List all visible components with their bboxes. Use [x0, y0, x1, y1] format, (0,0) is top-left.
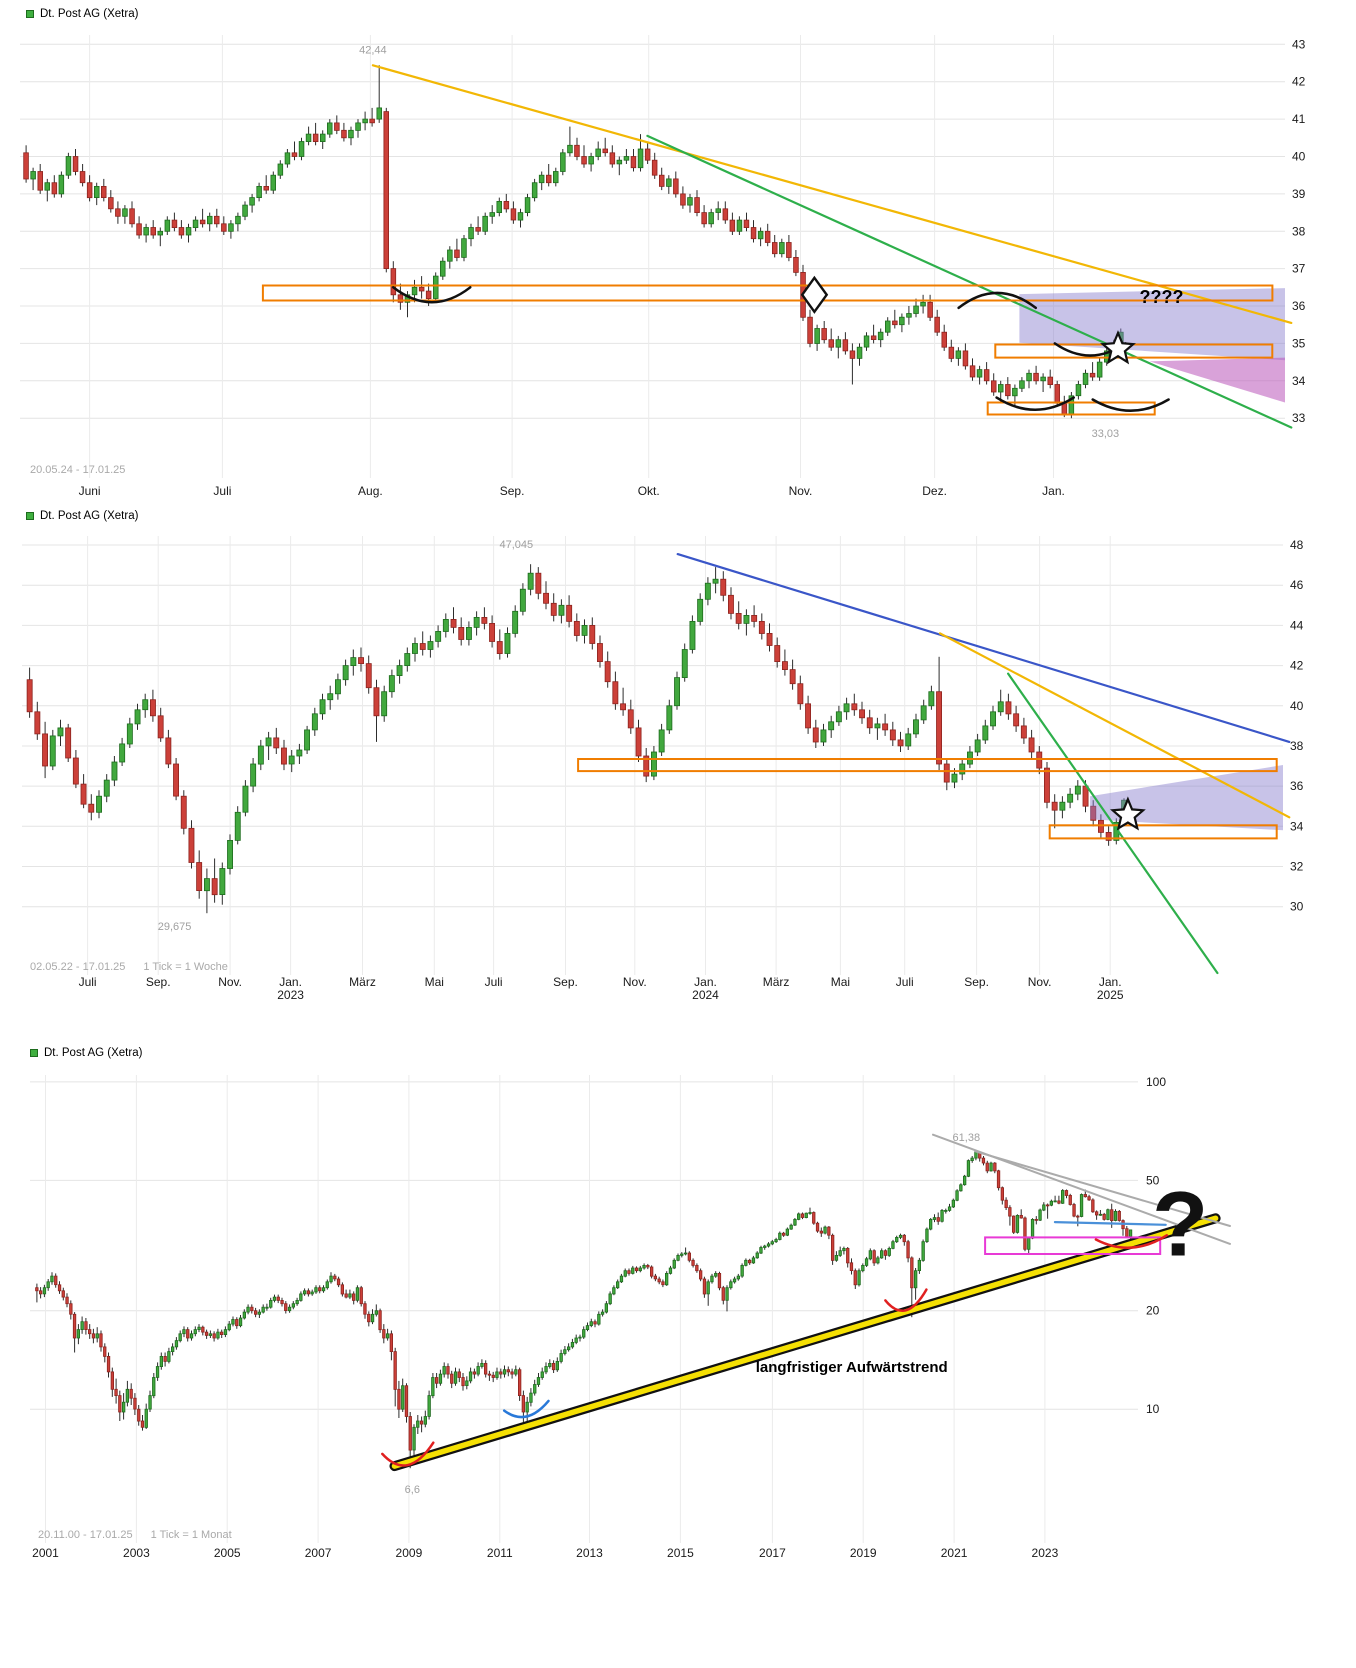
svg-text:42: 42: [1292, 75, 1306, 89]
svg-text:Okt.: Okt.: [638, 484, 660, 498]
svg-text:langfristiger Aufwärtstrend: langfristiger Aufwärtstrend: [756, 1359, 948, 1376]
svg-text:Mai: Mai: [425, 975, 444, 989]
svg-text:37: 37: [1292, 262, 1306, 276]
svg-text:35: 35: [1292, 336, 1306, 350]
date-range-label: 20.05.24 - 17.01.25: [30, 464, 143, 476]
svg-text:2025: 2025: [1097, 988, 1124, 1002]
svg-text:38: 38: [1292, 224, 1306, 238]
svg-text:Nov.: Nov.: [623, 975, 647, 989]
chart-title: Dt. Post AG (Xetra): [40, 510, 139, 522]
svg-text:38: 38: [1290, 739, 1304, 753]
svg-text:2023: 2023: [1032, 1546, 1059, 1560]
svg-text:42: 42: [1290, 659, 1304, 673]
svg-text:2017: 2017: [759, 1546, 786, 1560]
svg-text:34: 34: [1292, 374, 1306, 388]
svg-text:40: 40: [1292, 150, 1306, 164]
svg-text:März: März: [349, 975, 376, 989]
svg-text:2021: 2021: [941, 1546, 968, 1560]
svg-text:2001: 2001: [32, 1546, 59, 1560]
svg-text:40: 40: [1290, 699, 1304, 713]
svg-text:Juli: Juli: [79, 975, 97, 989]
svg-text:Dez.: Dez.: [922, 484, 947, 498]
svg-text:6,6: 6,6: [405, 1484, 420, 1496]
svg-text:????: ????: [1140, 287, 1184, 307]
svg-text:2011: 2011: [487, 1546, 513, 1560]
svg-text:2007: 2007: [305, 1546, 332, 1560]
chart-legend: Dt. Post AG (Xetra): [30, 1047, 142, 1059]
svg-text:2005: 2005: [214, 1546, 241, 1560]
svg-text:?: ?: [1152, 1173, 1208, 1275]
chart-title: Dt. Post AG (Xetra): [44, 1047, 143, 1059]
range-text: 02.05.22 - 17.01.25: [30, 961, 126, 973]
svg-text:Aug.: Aug.: [358, 484, 383, 498]
chart-panel-weekly: 30 32 34 36 38 40 42 44 46 48 Juli Sep. Nov. Jan. 2023…: [0, 500, 1356, 1035]
legend-marker-icon: [26, 10, 34, 18]
svg-text:Nov.: Nov.: [789, 484, 813, 498]
date-range-label: 02.05.22 - 17.01.25 1 Tick = 1 Woche: [30, 961, 228, 973]
svg-text:Sep.: Sep.: [146, 975, 171, 989]
svg-text:Sep.: Sep.: [500, 484, 525, 498]
svg-text:Juli: Juli: [213, 484, 231, 498]
svg-text:29,675: 29,675: [158, 921, 192, 933]
svg-text:2015: 2015: [667, 1546, 694, 1560]
svg-text:Mai: Mai: [831, 975, 850, 989]
svg-text:44: 44: [1290, 618, 1304, 632]
svg-text:2009: 2009: [396, 1546, 423, 1560]
svg-text:10: 10: [1146, 1402, 1160, 1416]
candlestick-chart-monthly: 10 20 50 100 2001 2003 2005 2007 2009 2011 2013 201…: [30, 1075, 1231, 1560]
chart-legend: Dt. Post AG (Xetra): [26, 8, 138, 20]
svg-text:Jan.: Jan.: [279, 975, 302, 989]
svg-text:Nov.: Nov.: [218, 975, 242, 989]
svg-text:2003: 2003: [123, 1546, 150, 1560]
svg-text:50: 50: [1146, 1173, 1160, 1187]
svg-text:Juli: Juli: [485, 975, 503, 989]
svg-text:61,38: 61,38: [953, 1132, 981, 1144]
svg-text:46: 46: [1290, 578, 1304, 592]
svg-text:Juli: Juli: [896, 975, 914, 989]
range-text: 20.11.00 - 17.01.25: [38, 1529, 133, 1541]
chart-legend: Dt. Post AG (Xetra): [26, 510, 138, 522]
svg-text:30: 30: [1290, 900, 1304, 914]
range-text: 20.05.24 - 17.01.25: [30, 464, 126, 476]
svg-text:33: 33: [1292, 411, 1306, 425]
svg-text:36: 36: [1290, 779, 1304, 793]
chart-panel-monthly: 10 20 50 100 2001 2003 2005 2007 2009 2011 2013 201…: [0, 1035, 1356, 1668]
svg-text:33,03: 33,03: [1092, 428, 1120, 440]
svg-text:42,44: 42,44: [359, 45, 387, 57]
svg-text:20: 20: [1146, 1304, 1160, 1318]
svg-text:43: 43: [1292, 37, 1306, 51]
svg-text:Sep.: Sep.: [964, 975, 989, 989]
svg-text:Jan.: Jan.: [1042, 484, 1065, 498]
svg-text:36: 36: [1292, 299, 1306, 313]
svg-text:Sep.: Sep.: [553, 975, 578, 989]
svg-text:34: 34: [1290, 819, 1304, 833]
legend-marker-icon: [30, 1049, 38, 1057]
chart-title: Dt. Post AG (Xetra): [40, 8, 139, 20]
tick-interval-text: 1 Tick = 1 Woche: [143, 961, 228, 973]
svg-text:39: 39: [1292, 187, 1306, 201]
svg-text:41: 41: [1292, 112, 1306, 126]
legend-marker-icon: [26, 512, 34, 520]
svg-text:Jan.: Jan.: [1099, 975, 1122, 989]
svg-text:2024: 2024: [692, 988, 719, 1002]
svg-text:48: 48: [1290, 538, 1304, 552]
svg-text:Nov.: Nov.: [1028, 975, 1052, 989]
svg-text:2019: 2019: [850, 1546, 877, 1560]
svg-text:2013: 2013: [576, 1546, 603, 1560]
svg-text:100: 100: [1146, 1075, 1166, 1089]
svg-text:Juni: Juni: [79, 484, 101, 498]
svg-text:47,045: 47,045: [499, 539, 533, 551]
svg-text:März: März: [763, 975, 790, 989]
date-range-label: 20.11.00 - 17.01.25 1 Tick = 1 Monat: [38, 1529, 232, 1541]
svg-text:2023: 2023: [277, 988, 304, 1002]
chart-panel-daily: 33 34 35 36 37 38 39 40 41 42 43 Juni Juli Aug. Sep. Ok…: [0, 0, 1356, 500]
svg-text:Jan.: Jan.: [694, 975, 717, 989]
candlestick-chart-daily: 33 34 35 36 37 38 39 40 41 42 43 Juni Juli Aug. Sep. Ok…: [20, 35, 1306, 498]
tick-interval-text: 1 Tick = 1 Monat: [150, 1529, 232, 1541]
svg-text:32: 32: [1290, 860, 1304, 874]
